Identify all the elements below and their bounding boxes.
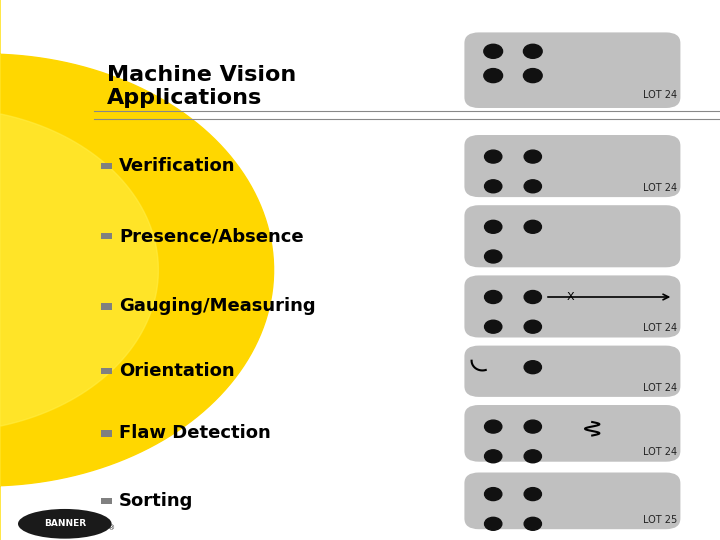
Circle shape <box>485 150 502 163</box>
Circle shape <box>524 150 541 163</box>
Circle shape <box>524 291 541 303</box>
Text: Orientation: Orientation <box>120 362 235 380</box>
Text: Flaw Detection: Flaw Detection <box>120 424 271 442</box>
FancyBboxPatch shape <box>464 205 680 267</box>
Circle shape <box>485 220 502 233</box>
Ellipse shape <box>18 509 112 539</box>
FancyBboxPatch shape <box>101 430 112 436</box>
FancyBboxPatch shape <box>101 498 112 504</box>
FancyBboxPatch shape <box>101 368 112 375</box>
Circle shape <box>524 420 541 433</box>
Text: Presence/Absence: Presence/Absence <box>120 227 304 245</box>
Text: LOT 25: LOT 25 <box>642 515 677 525</box>
Circle shape <box>524 450 541 463</box>
Circle shape <box>524 220 541 233</box>
Circle shape <box>484 69 503 83</box>
FancyBboxPatch shape <box>464 275 680 338</box>
Text: LOT 24: LOT 24 <box>643 447 677 457</box>
Circle shape <box>524 517 541 530</box>
Text: LOT 24: LOT 24 <box>643 382 677 393</box>
Text: Gauging/Measuring: Gauging/Measuring <box>120 298 316 315</box>
Circle shape <box>485 450 502 463</box>
Circle shape <box>523 69 542 83</box>
Circle shape <box>485 517 502 530</box>
FancyBboxPatch shape <box>101 303 112 309</box>
Text: Machine Vision
Applications: Machine Vision Applications <box>107 65 296 108</box>
Circle shape <box>485 420 502 433</box>
Text: LOT 24: LOT 24 <box>643 323 677 333</box>
Circle shape <box>524 361 541 374</box>
Text: LOT 24: LOT 24 <box>643 183 677 193</box>
Circle shape <box>485 488 502 501</box>
Text: Sorting: Sorting <box>120 492 194 510</box>
Circle shape <box>524 180 541 193</box>
Text: LOT 24: LOT 24 <box>643 90 677 100</box>
Text: ®: ® <box>108 525 115 531</box>
FancyBboxPatch shape <box>101 233 112 240</box>
FancyBboxPatch shape <box>464 405 680 462</box>
FancyBboxPatch shape <box>464 472 680 529</box>
Circle shape <box>524 320 541 333</box>
Circle shape <box>485 291 502 303</box>
FancyBboxPatch shape <box>101 163 112 170</box>
FancyBboxPatch shape <box>464 32 680 108</box>
Polygon shape <box>0 0 274 540</box>
Polygon shape <box>0 0 158 540</box>
Circle shape <box>485 320 502 333</box>
Text: X: X <box>567 292 575 302</box>
FancyBboxPatch shape <box>464 346 680 397</box>
Text: BANNER: BANNER <box>44 519 86 528</box>
Text: Verification: Verification <box>120 157 235 175</box>
Circle shape <box>485 180 502 193</box>
Circle shape <box>484 44 503 58</box>
FancyBboxPatch shape <box>464 135 680 197</box>
Circle shape <box>523 44 542 58</box>
Circle shape <box>524 488 541 501</box>
Circle shape <box>485 250 502 263</box>
